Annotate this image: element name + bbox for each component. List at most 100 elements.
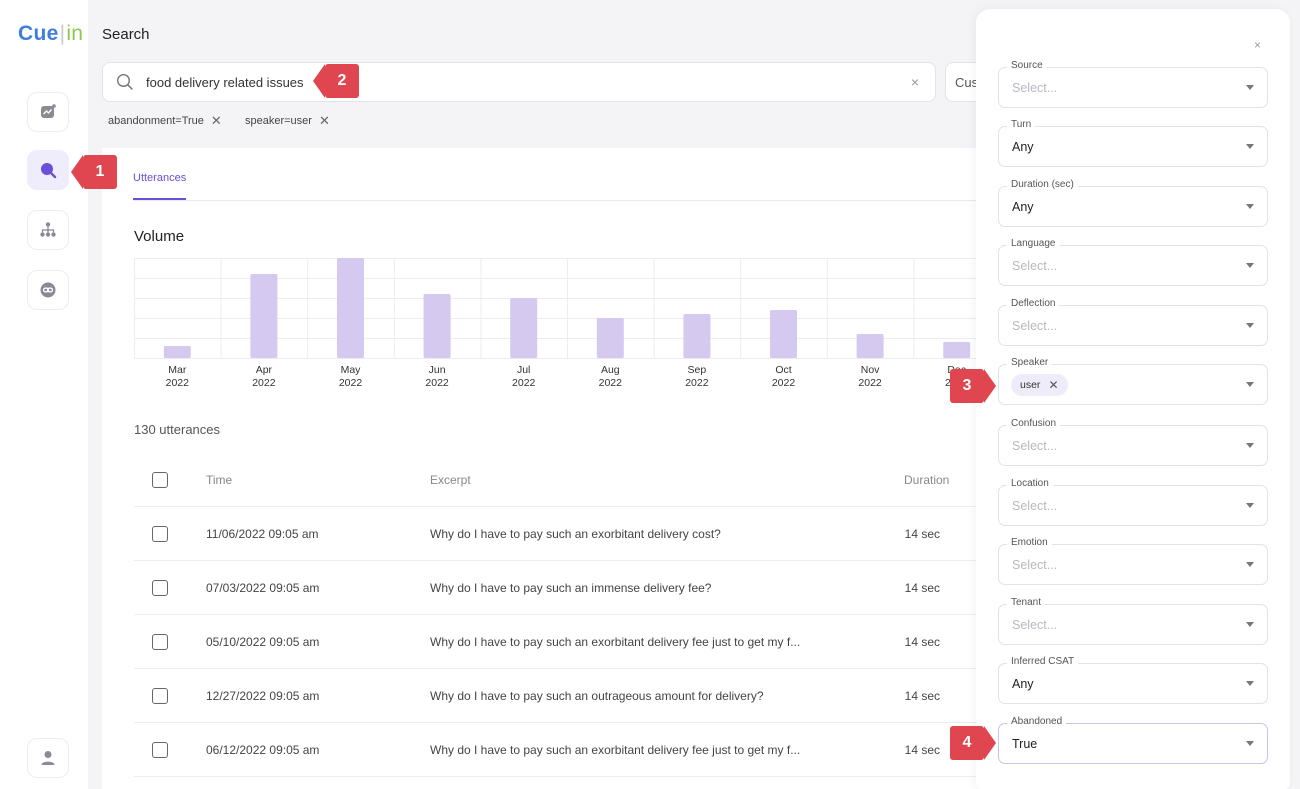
chevron-down-icon: [1246, 503, 1254, 508]
remove-tag-icon[interactable]: ✕: [1048, 378, 1059, 392]
chart-tick-year: 2022: [772, 377, 796, 389]
chart-tick-year: 2022: [685, 377, 709, 389]
chart-tick-year: 2022: [599, 377, 623, 389]
filter-emotion-select[interactable]: Emotion Select...: [998, 537, 1268, 585]
callout-marker-4: 4: [950, 726, 996, 760]
remove-chip-icon[interactable]: ✕: [210, 113, 222, 128]
chevron-down-icon: [1246, 323, 1254, 328]
chevron-down-icon: [1246, 382, 1254, 387]
col-header-duration[interactable]: Duration: [904, 473, 950, 487]
table-row[interactable]: 11/06/2022 09:05 am Why do I have to pay…: [134, 507, 984, 561]
filter-chip-abandonment[interactable]: abandonment=True ✕: [108, 113, 222, 128]
row-time: 11/06/2022 09:05 am: [206, 527, 319, 541]
chevron-down-icon: [1246, 144, 1254, 149]
filter-duration-select[interactable]: Duration (sec) Any: [998, 179, 1268, 227]
row-excerpt: Why do I have to pay such an exorbitant …: [430, 527, 721, 541]
filter-location-select[interactable]: Location Select...: [998, 478, 1268, 526]
tab-divider: [133, 200, 983, 201]
cuein-logo[interactable]: Cue|in: [18, 22, 84, 45]
col-header-time[interactable]: Time: [206, 473, 233, 487]
nav-profile-button[interactable]: [27, 738, 69, 778]
chart-tick-month: Nov: [861, 364, 880, 376]
chart-tick-month: Mar: [168, 364, 187, 376]
filter-chip-speaker[interactable]: speaker=user ✕: [245, 113, 330, 128]
chart-tick-year: 2022: [339, 377, 363, 389]
col-header-excerpt[interactable]: Excerpt: [430, 473, 471, 487]
filter-language-select[interactable]: Language Select...: [998, 238, 1268, 286]
row-time: 12/27/2022 09:05 am: [206, 689, 320, 703]
chart-tick-month: Jun: [429, 364, 446, 376]
nav-hierarchy-button[interactable]: [27, 210, 69, 250]
chart-tick-month: Sep: [688, 364, 707, 376]
remove-chip-icon[interactable]: ✕: [318, 113, 330, 128]
chart-tick-year: 2022: [425, 377, 449, 389]
results-panel: [102, 148, 982, 789]
search-input[interactable]: food delivery related issues ×: [102, 62, 936, 102]
clear-search-icon[interactable]: ×: [910, 74, 919, 90]
row-excerpt: Why do I have to pay such an immense del…: [430, 581, 712, 595]
filter-abandoned-select[interactable]: Abandoned True: [998, 716, 1268, 764]
table-row[interactable]: 06/12/2022 09:05 am Why do I have to pay…: [134, 723, 984, 777]
chart-bar: [596, 318, 624, 358]
chart-bar: [856, 334, 884, 358]
callout-marker-1: 1: [71, 155, 117, 189]
nav-analytics-button[interactable]: [27, 92, 69, 132]
filter-speaker-select[interactable]: Speaker user ✕: [998, 357, 1268, 405]
select-all-checkbox[interactable]: [152, 472, 168, 488]
chevron-down-icon: [1246, 562, 1254, 567]
table-header: Time Excerpt Duration: [134, 453, 984, 507]
page-title: Search: [102, 26, 150, 43]
tab-active-indicator: [133, 198, 186, 200]
link-icon: [40, 282, 56, 298]
row-checkbox[interactable]: [152, 526, 168, 542]
chart-bar: [683, 314, 711, 358]
filter-deflection-select[interactable]: Deflection Select...: [998, 298, 1268, 346]
chevron-down-icon: [1246, 85, 1254, 90]
filter-source-select[interactable]: Source Select...: [998, 60, 1268, 108]
chart-badge-icon: [41, 104, 56, 118]
callout-marker-2: 2: [313, 64, 359, 98]
search-icon: [41, 163, 57, 179]
chart-bar: [510, 298, 538, 358]
table-row[interactable]: 05/10/2022 09:05 am Why do I have to pay…: [134, 615, 984, 669]
chevron-down-icon: [1246, 741, 1254, 746]
tab-utterances[interactable]: Utterances: [133, 172, 187, 184]
hierarchy-icon: [40, 222, 56, 237]
close-panel-icon[interactable]: ×: [1254, 38, 1262, 52]
row-checkbox[interactable]: [152, 580, 168, 596]
speaker-tag: user ✕: [1011, 374, 1068, 396]
chart-bar: [250, 274, 278, 358]
volume-bar-chart: Mar2022Apr2022May2022Jun2022Jul2022Aug20…: [134, 258, 976, 389]
row-checkbox[interactable]: [152, 742, 168, 758]
table-row[interactable]: 07/03/2022 09:05 am Why do I have to pay…: [134, 561, 984, 615]
filter-confusion-select[interactable]: Confusion Select...: [998, 418, 1268, 466]
chart-tick-month: Jul: [517, 364, 530, 376]
chevron-down-icon: [1246, 622, 1254, 627]
chart-tick-year: 2022: [512, 377, 536, 389]
nav-search-button[interactable]: [27, 150, 69, 190]
callout-marker-3: 3: [950, 369, 996, 403]
filter-inferred-csat-select[interactable]: Inferred CSAT Any: [998, 656, 1268, 704]
chart-bar: [770, 310, 797, 358]
row-excerpt: Why do I have to pay such an exorbitant …: [430, 743, 801, 757]
row-duration: 14 sec: [904, 527, 940, 541]
filter-turn-select[interactable]: Turn Any: [998, 119, 1268, 167]
filter-tenant-select[interactable]: Tenant Select...: [998, 597, 1268, 645]
chevron-down-icon: [1246, 443, 1254, 448]
search-query-text: food delivery related issues: [146, 74, 304, 90]
row-time: 05/10/2022 09:05 am: [206, 635, 320, 649]
chart-tick-month: Oct: [775, 364, 791, 376]
row-time: 07/03/2022 09:05 am: [206, 581, 320, 595]
row-duration: 14 sec: [904, 581, 940, 595]
chart-tick-year: 2022: [166, 377, 190, 389]
search-icon: [116, 73, 134, 91]
table-row[interactable]: 12/27/2022 09:05 am Why do I have to pay…: [134, 669, 984, 723]
chart-tick-year: 2022: [252, 377, 276, 389]
utterance-count: 130 utterances: [134, 422, 221, 437]
nav-integrations-button[interactable]: [27, 270, 69, 310]
row-time: 06/12/2022 09:05 am: [206, 743, 320, 757]
chevron-down-icon: [1246, 263, 1254, 268]
row-checkbox[interactable]: [152, 688, 168, 704]
chart-tick-year: 2022: [858, 377, 882, 389]
row-checkbox[interactable]: [152, 634, 168, 650]
